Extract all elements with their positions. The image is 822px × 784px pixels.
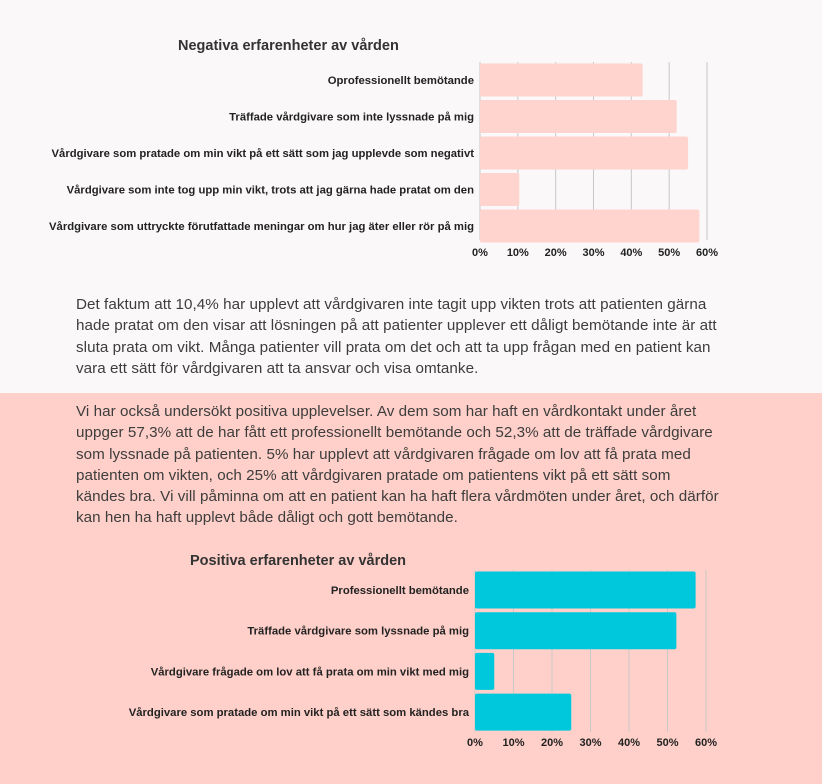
tick-label: 20% <box>545 247 567 259</box>
tick-label: 60% <box>695 737 717 749</box>
tick-label: 20% <box>541 737 563 749</box>
paragraph-2-line: kan hen ha haft upplevt både dåligt och … <box>76 509 458 527</box>
category-label: Träffade vårdgivare som inte lyssnade på… <box>229 112 474 124</box>
paragraph-1-line: sluta prata om vikt. Många patienter vil… <box>76 338 711 356</box>
category-label: Oprofessionellt bemötande <box>328 75 474 87</box>
paragraph-2-line: uppger 57,3% att de har fått ett profess… <box>76 424 713 442</box>
tick-label: 50% <box>658 247 680 259</box>
bar <box>475 571 696 609</box>
category-label: Vårdgivare som pratade om min vikt på et… <box>52 148 475 160</box>
paragraph-2-line: Vi har också undersökt positiva upplevel… <box>76 403 697 420</box>
paragraph-1-line: vara ett sätt för vårdgivaren att ta ans… <box>76 359 479 377</box>
tick-label: 10% <box>507 247 529 259</box>
paragraph-1-line: Det faktum att 10,4% har upplevt att vår… <box>76 296 707 313</box>
negative-section <box>0 0 822 393</box>
bar <box>480 209 700 243</box>
category-label: Professionellt bemötande <box>331 585 469 597</box>
tick-label: 40% <box>620 247 642 259</box>
category-label: Vårdgivare som pratade om min vikt på et… <box>129 707 470 719</box>
tick-label: 60% <box>696 247 718 259</box>
category-label: Vårdgivare som uttryckte förutfattade me… <box>49 221 474 233</box>
paragraph-2-line: kändes bra. Vi vill påminna om att en pa… <box>76 488 719 506</box>
tick-label: 0% <box>467 737 483 749</box>
category-label: Träffade vårdgivare som lyssnade på mig <box>247 626 469 638</box>
bar <box>480 100 677 133</box>
category-label: Vårdgivare som inte tog upp min vikt, tr… <box>67 185 474 197</box>
tick-label: 40% <box>618 737 640 749</box>
category-label: Vårdgivare frågade om lov att få prata o… <box>151 666 469 678</box>
bar <box>480 63 643 97</box>
tick-label: 30% <box>582 247 604 259</box>
negative-chart: Oprofessionellt bemötande Träffade vårdgi… <box>49 62 718 259</box>
tick-label: 0% <box>472 247 488 259</box>
bar <box>480 173 520 206</box>
positive-chart: Professionellt bemötande Träffade vårdgiv… <box>129 570 717 749</box>
tick-label: 10% <box>502 737 524 749</box>
bar <box>475 652 495 690</box>
tick-label: 50% <box>656 737 678 749</box>
chart-title-positive: Positiva erfarenheter av vården <box>190 553 406 569</box>
tick-label: 30% <box>579 737 601 749</box>
bar <box>480 136 689 170</box>
paragraph-2-line: patienten om vikten, och 25% att vårdgiv… <box>76 466 671 484</box>
paragraph-1: Det faktum att 10,4% har upplevt att vår… <box>76 294 776 379</box>
bar <box>475 612 677 650</box>
paragraph-1-line: hade pratat om den visar att lösningen p… <box>76 317 717 335</box>
paragraph-2-line: som lyssnade på patienten. 5% har upplev… <box>76 445 691 463</box>
bar <box>475 693 572 731</box>
chart-title-negative: Negativa erfarenheter av vården <box>178 38 399 54</box>
paragraph-2: Vi har också undersökt positiva upplevel… <box>76 401 776 529</box>
